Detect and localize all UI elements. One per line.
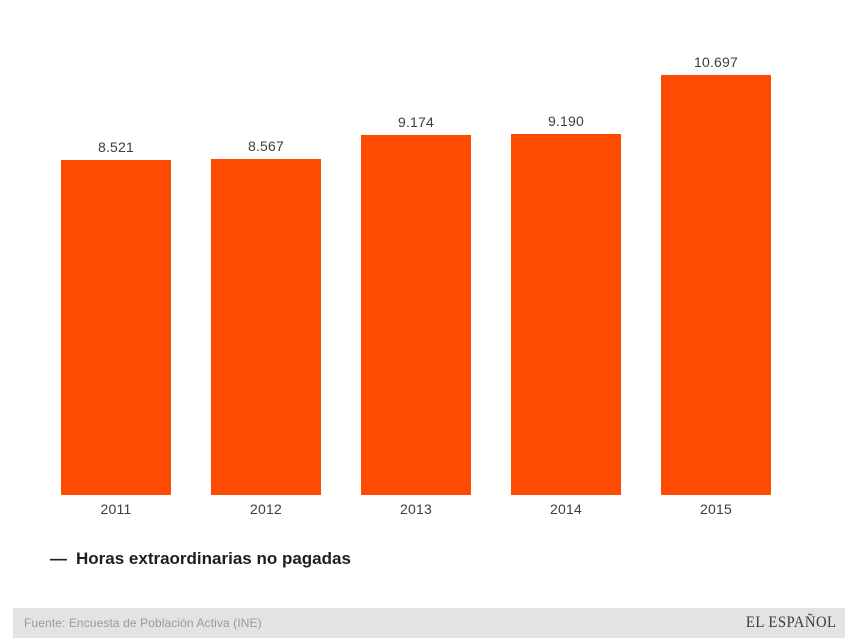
- x-axis-label-2012: 2012: [250, 501, 282, 517]
- footer-bar: Fuente: Encuesta de Población Activa (IN…: [13, 608, 845, 638]
- x-axis-label-2013: 2013: [400, 501, 432, 517]
- bar-2013: [361, 135, 471, 495]
- bar-2012: [211, 159, 321, 495]
- brand-logo: EL ESPAÑOL: [745, 614, 836, 631]
- plot-area: 8.521 8.567 9.174 9.190 10.697: [61, 0, 771, 495]
- chart-legend: — Horas extraordinarias no pagadas: [50, 549, 351, 569]
- bar-2011: [61, 160, 171, 495]
- x-axis-label-2014: 2014: [550, 501, 582, 517]
- bar-value-label-2014: 9.190: [547, 113, 585, 129]
- bar-value-label-2013: 9.174: [397, 114, 435, 130]
- bar-group-2012: 8.567: [211, 0, 321, 495]
- bar-group-2014: 9.190: [511, 0, 621, 495]
- bar-group-2011: 8.521: [61, 0, 171, 495]
- bar-2015: [661, 75, 771, 495]
- bar-group-2015: 10.697: [661, 0, 771, 495]
- x-axis-label-2015: 2015: [700, 501, 732, 517]
- x-axis-label-2011: 2011: [100, 501, 132, 517]
- bar-2014: [511, 134, 621, 495]
- legend-label: Horas extraordinarias no pagadas: [76, 549, 351, 568]
- source-note: Fuente: Encuesta de Población Activa (IN…: [24, 616, 262, 630]
- bar-group-2013: 9.174: [361, 0, 471, 495]
- bar-value-label-2012: 8.567: [247, 138, 285, 154]
- bar-value-label-2011: 8.521: [97, 139, 135, 155]
- bar-value-label-2015: 10.697: [693, 54, 739, 70]
- legend-dash-icon: —: [50, 549, 67, 568]
